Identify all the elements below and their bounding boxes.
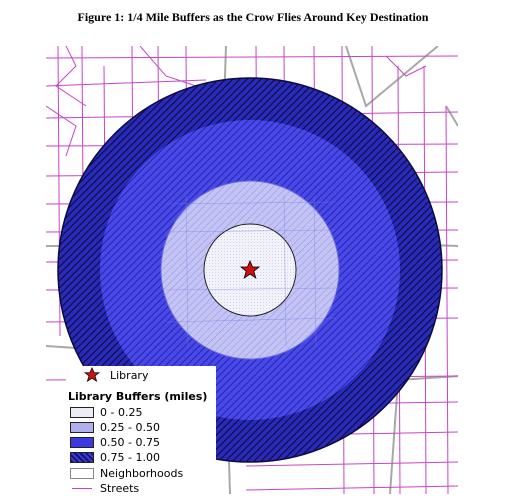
legend-class-row: 0.75 - 1.00 [70, 450, 160, 464]
legend-swatch-025-050 [70, 421, 94, 433]
legend-streets-label: Streets [100, 481, 140, 495]
library-star-icon [80, 367, 104, 383]
legend-neighborhoods-label: Neighborhoods [100, 466, 184, 480]
legend-swatch-0-025 [70, 406, 94, 418]
legend-class-row: 0.50 - 0.75 [70, 435, 160, 449]
legend-street-line-icon [70, 483, 94, 494]
map-canvas[interactable] [46, 46, 458, 494]
legend-class-label: 0.25 - 0.50 [100, 420, 160, 434]
buffer-street-overlay [165, 195, 337, 347]
map-title: Figure 1: 1/4 Mile Buffers as the Crow F… [77, 10, 429, 24]
map-legend: Library Library Buffers (miles) 0 - 0.25… [66, 366, 216, 495]
map-svg [46, 46, 458, 494]
legend-library-row: Library [80, 367, 149, 383]
legend-neighborhoods-row: Neighborhoods [70, 466, 183, 480]
legend-swatch-075-100 [70, 451, 94, 463]
legend-library-label: Library [110, 368, 149, 382]
legend-streets-row: Streets [70, 481, 139, 495]
legend-class-row: 0 - 0.25 [70, 405, 142, 419]
legend-swatch-neighborhoods [70, 467, 94, 479]
legend-class-row: 0.25 - 0.50 [70, 420, 160, 434]
legend-class-label: 0 - 0.25 [100, 405, 143, 419]
legend-class-label: 0.75 - 1.00 [100, 450, 160, 464]
legend-swatch-050-075 [70, 436, 94, 448]
legend-buffers-heading: Library Buffers (miles) [68, 389, 208, 403]
library-star-icon[interactable] [239, 259, 261, 279]
legend-class-label: 0.50 - 0.75 [100, 435, 160, 449]
